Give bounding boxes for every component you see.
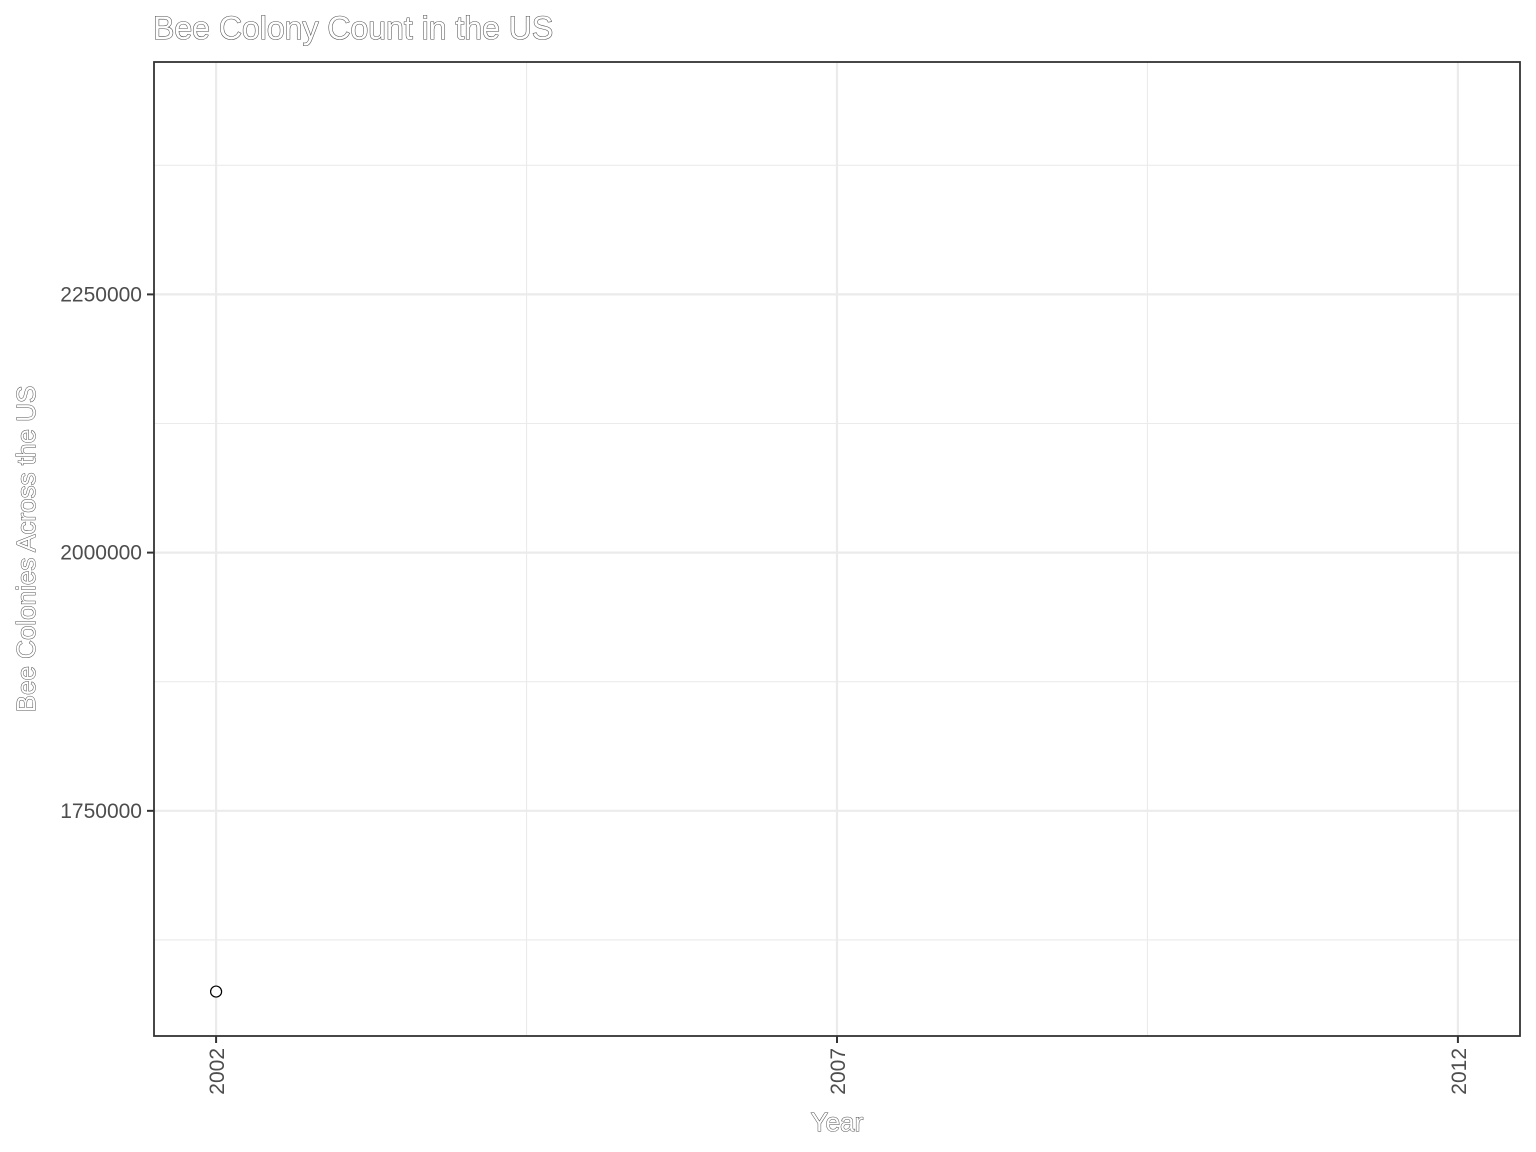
y-tick-label: 2250000 [60,283,142,306]
y-tick-label: 1750000 [60,800,142,823]
plot-grid [154,62,1520,1036]
x-tick-label: 2007 [827,1048,850,1095]
plot-points [209,985,223,998]
y-tick-label: 2000000 [60,542,142,565]
x-tick-label: 2002 [206,1048,229,1095]
x-axis: 2002 2007 2012 [206,1036,1471,1095]
x-tick-label: 2012 [1448,1048,1471,1095]
y-axis: 1750000 2000000 2250000 [60,283,154,823]
x-axis-title: Year [811,1107,864,1137]
data-point [209,985,223,998]
y-axis-title: Bee Colonies Across the US [11,386,41,713]
chart-title: Bee Colony Count in the US [153,10,553,46]
